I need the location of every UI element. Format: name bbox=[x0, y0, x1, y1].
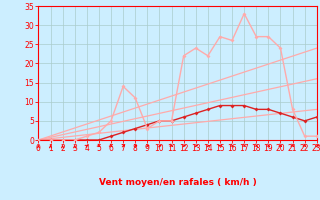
X-axis label: Vent moyen/en rafales ( km/h ): Vent moyen/en rafales ( km/h ) bbox=[99, 178, 256, 187]
